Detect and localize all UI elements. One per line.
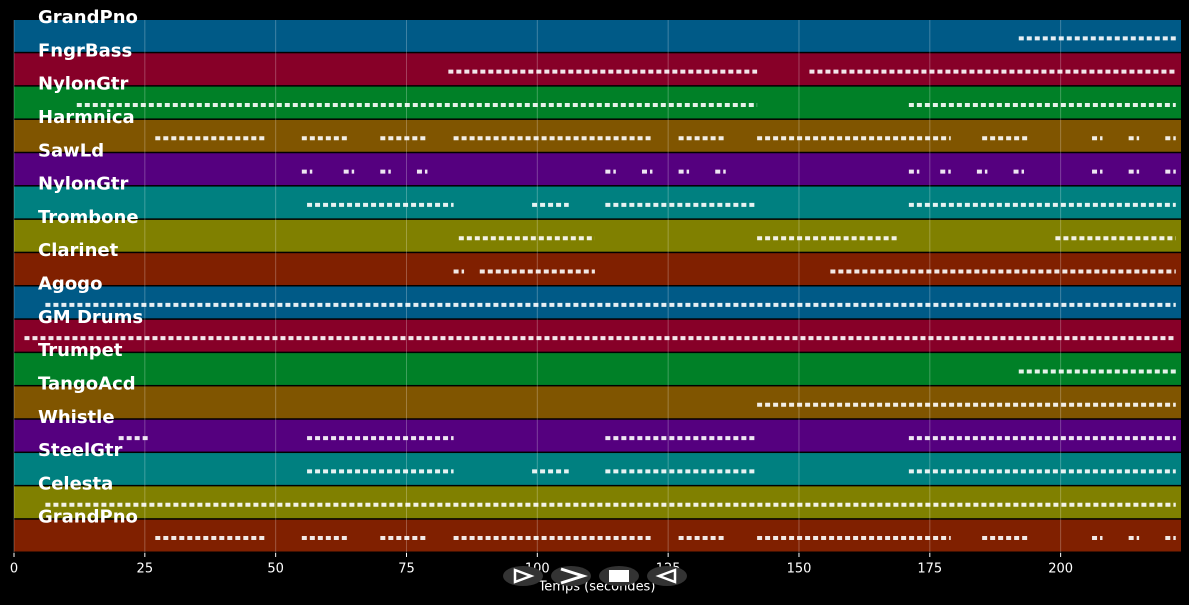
track-label: NylonGtr — [38, 174, 129, 195]
track-band — [14, 119, 1181, 152]
track-band — [14, 519, 1181, 552]
playback-controls — [503, 566, 687, 586]
track-label: SawLd — [38, 140, 104, 161]
track-band — [14, 219, 1181, 252]
track-label: Clarinet — [38, 240, 119, 261]
track-label: Celesta — [38, 473, 113, 494]
track-label: Harmnica — [38, 107, 135, 128]
track-label: TangoAcd — [38, 373, 136, 394]
grid — [13, 20, 1062, 553]
x-tick-label: 200 — [1048, 562, 1073, 577]
x-tick-label: 75 — [398, 562, 415, 577]
track-band — [14, 419, 1181, 452]
track-band — [14, 486, 1181, 519]
x-tick-label: 150 — [787, 562, 812, 577]
track-label: SteelGtr — [38, 440, 123, 461]
track-band — [14, 186, 1181, 219]
track-band — [14, 319, 1181, 352]
track-band — [14, 53, 1181, 86]
track-label: Trumpet — [38, 340, 123, 361]
track-band — [14, 86, 1181, 119]
track-label: FngrBass — [38, 40, 132, 61]
x-tick-label: 25 — [137, 562, 154, 577]
x-axis: 0255075100125150175200 — [10, 553, 1073, 577]
track-label: Trombone — [38, 207, 139, 228]
track-band — [14, 253, 1181, 285]
labels: GrandPno FngrBass NylonGtr Harmnica SawLd Nyl… — [38, 7, 143, 528]
notes — [24, 36, 1176, 541]
x-tick-label: 0 — [10, 562, 18, 577]
track-label: GrandPno — [38, 7, 138, 28]
track-label: GrandPno — [38, 507, 138, 528]
track-label: NylonGtr — [38, 74, 129, 95]
track-band — [14, 286, 1181, 319]
track-label: Whistle — [38, 407, 115, 428]
x-tick-label: 175 — [917, 562, 942, 577]
track-band — [14, 153, 1181, 186]
x-tick-label: 50 — [267, 562, 284, 577]
rewind-button[interactable] — [647, 566, 687, 586]
play-button[interactable] — [503, 566, 543, 586]
bands — [14, 20, 1181, 552]
track-band — [14, 453, 1181, 485]
track-band — [14, 353, 1181, 385]
track-band — [14, 20, 1181, 52]
track-band — [14, 386, 1181, 419]
track-label: Agogo — [38, 274, 102, 295]
forward-button[interactable] — [551, 566, 591, 586]
track-label: GM Drums — [38, 307, 143, 328]
stop-button[interactable] — [599, 566, 639, 586]
